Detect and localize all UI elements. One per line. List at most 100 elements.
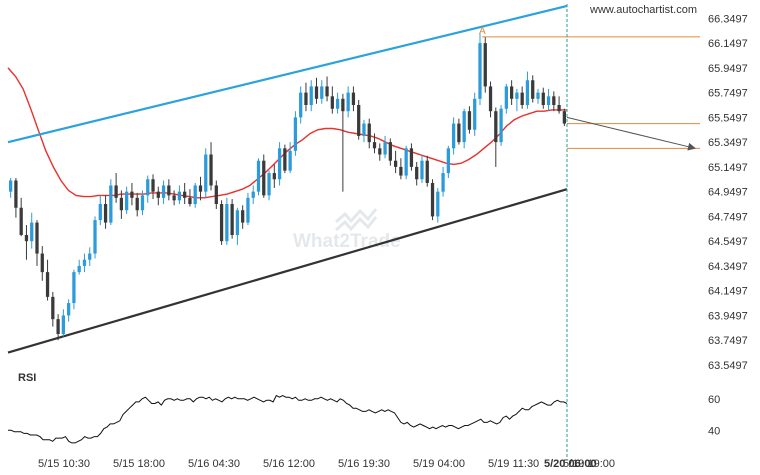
candle-body (19, 207, 23, 235)
candle (383, 135, 387, 159)
rsi-tick-label: 40 (708, 425, 720, 437)
candle (230, 199, 234, 239)
candle (546, 88, 551, 112)
price-tick-label: 66.1497 (708, 38, 748, 50)
candle (320, 80, 324, 104)
candle-body (88, 253, 92, 260)
moving-average-line (7, 67, 567, 199)
price-axis: 66.5497 66.3497 66.1497 65.9497 65.7497 65.54… (708, 0, 748, 372)
candle-body (478, 43, 482, 99)
candle (219, 200, 224, 245)
candle (51, 291, 55, 327)
candle-body (341, 98, 345, 112)
candles (9, 33, 566, 341)
candle-body (77, 265, 81, 273)
candle-body (393, 160, 398, 167)
candle (557, 96, 561, 114)
candle-body (314, 86, 319, 99)
candle (404, 145, 408, 180)
candle-body (304, 92, 308, 105)
candle-body (45, 272, 50, 297)
candle-body (193, 185, 197, 205)
candle-body (267, 173, 271, 196)
candle-body (241, 210, 245, 223)
candle-body (156, 191, 160, 198)
candle (372, 133, 377, 154)
candle-body (24, 234, 29, 242)
candle (151, 174, 155, 200)
candle (357, 100, 361, 140)
candle-body (119, 197, 124, 211)
rsi-tick-label: 60 (708, 394, 720, 406)
candle-body (325, 86, 329, 97)
price-tick-label: 63.7497 (708, 335, 748, 347)
candle (552, 91, 556, 112)
time-tick-label: 5/16 04:30 (188, 458, 240, 470)
candle (114, 173, 118, 203)
candle (140, 190, 145, 216)
channel-lower-line (7, 188, 568, 354)
candle (325, 76, 329, 102)
candle-body (146, 179, 150, 196)
candle (346, 86, 350, 118)
source-url: www.autochartist.com (589, 4, 697, 16)
candle-body (536, 92, 540, 99)
candle (283, 144, 287, 174)
candle-body (167, 185, 171, 196)
candle-body (140, 195, 145, 211)
candle-body (299, 92, 303, 118)
candle (536, 88, 540, 104)
candle (351, 86, 356, 112)
time-tick-label: 5/20 06:00 (544, 458, 597, 470)
time-tick-label: 5/19 19:00 (563, 458, 615, 470)
candle (425, 155, 429, 187)
rsi-panel: 60 40 (8, 394, 720, 444)
candle-body (409, 148, 414, 167)
candle-body (462, 111, 466, 143)
candle (61, 309, 66, 337)
candle (393, 150, 398, 174)
price-tick-label: 64.1497 (708, 286, 748, 298)
price-tick-label: 66.5497 (708, 0, 748, 1)
candle (172, 190, 176, 206)
point-label: A (479, 26, 486, 37)
candle-body (404, 148, 408, 176)
candle-body (246, 197, 250, 223)
candle-body (525, 80, 530, 105)
candle (335, 92, 340, 114)
candle (45, 259, 50, 301)
candle-body (98, 204, 102, 221)
candle (457, 118, 461, 145)
candle (98, 195, 102, 226)
candle (156, 186, 160, 206)
candle (214, 180, 218, 209)
candle-body (420, 160, 424, 180)
candle-body (35, 222, 39, 254)
candle (198, 176, 203, 201)
price-tick-label: 64.3497 (708, 261, 748, 273)
candle-body (546, 96, 551, 105)
candle (531, 75, 535, 103)
candle (177, 185, 182, 205)
candle (436, 187, 440, 223)
candle (488, 81, 493, 118)
candle (541, 87, 545, 109)
candle-body (125, 191, 129, 211)
time-axis: 5/15 10:30 5/15 18:00 5/16 04:30 5/16 12:00… (38, 458, 615, 470)
candle (499, 104, 503, 146)
candle-body (209, 154, 213, 186)
candle-body (161, 185, 166, 198)
time-tick-label: 5/19 04:00 (413, 458, 465, 470)
candle (19, 197, 23, 237)
candle (251, 185, 255, 205)
candle (125, 186, 129, 214)
candle (88, 247, 92, 266)
candle (56, 314, 60, 341)
candle (241, 205, 245, 229)
candle-body (425, 160, 429, 183)
candle (262, 154, 266, 198)
candle-body (109, 185, 113, 223)
candle-body (357, 104, 361, 136)
candle (430, 179, 435, 221)
candle-body (488, 86, 493, 112)
